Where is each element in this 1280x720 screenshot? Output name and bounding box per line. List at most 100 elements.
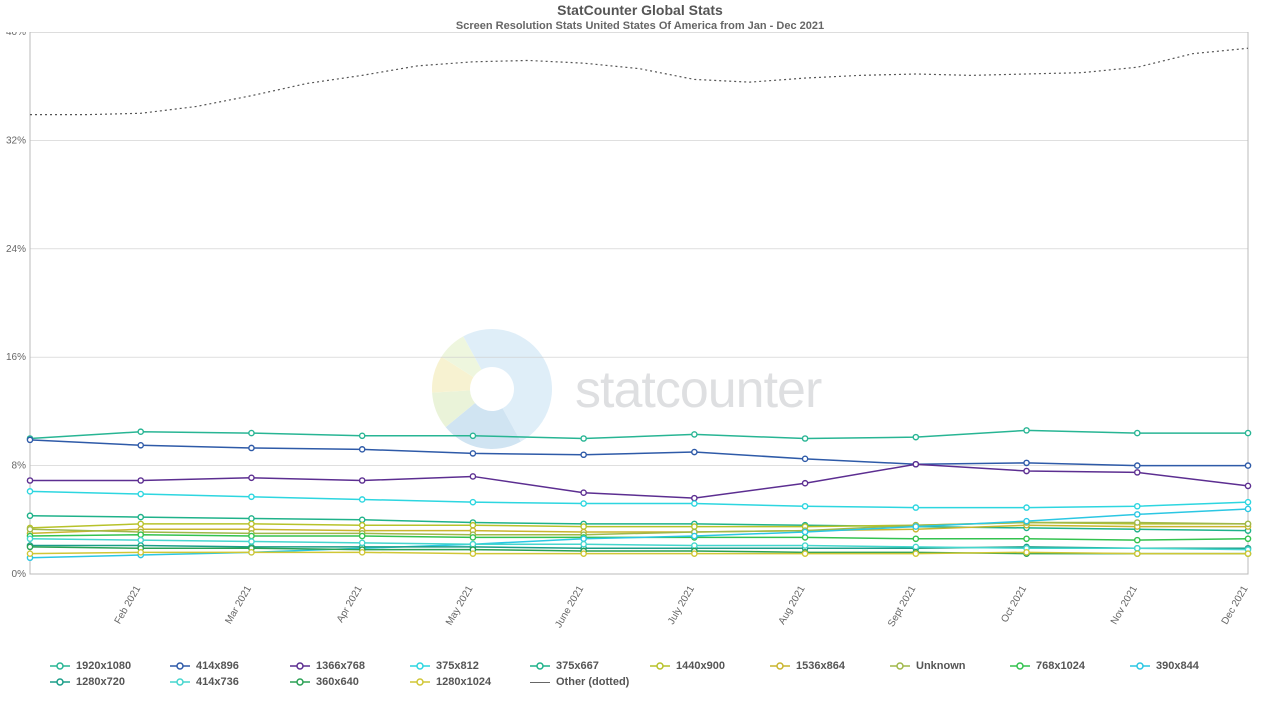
series-marker <box>1024 460 1029 465</box>
series-marker <box>470 523 475 528</box>
series-marker <box>581 452 586 457</box>
chart-subtitle: Screen Resolution Stats United States Of… <box>0 20 1280 32</box>
xtick-label: Feb 2021 <box>113 584 144 626</box>
series-marker <box>249 533 254 538</box>
series-marker <box>581 551 586 556</box>
xtick-label: Aug 2021 <box>777 584 808 627</box>
series-marker <box>249 445 254 450</box>
ytick-label: 8% <box>12 461 27 472</box>
legend-item: 1366x768 <box>290 660 410 672</box>
series-marker <box>1135 538 1140 543</box>
series-marker <box>27 551 32 556</box>
series-marker <box>470 542 475 547</box>
legend: 1920x1080414x8961366x768375x812375x66714… <box>50 660 1250 692</box>
series-marker <box>249 475 254 480</box>
series-marker <box>913 462 918 467</box>
series-marker <box>692 432 697 437</box>
legend-label: 414x896 <box>196 660 239 672</box>
series-marker <box>470 474 475 479</box>
legend-item: 1536x864 <box>770 660 890 672</box>
series-marker <box>1135 551 1140 556</box>
ytick-label: 32% <box>6 135 26 146</box>
series-marker <box>1024 505 1029 510</box>
series-marker <box>138 491 143 496</box>
series-marker <box>913 544 918 549</box>
series-marker <box>1245 536 1250 541</box>
legend-label: 1440x900 <box>676 660 725 672</box>
series-marker <box>802 436 807 441</box>
legend-label: 375x812 <box>436 660 479 672</box>
legend-label: Other (dotted) <box>556 676 629 688</box>
series-marker <box>138 532 143 537</box>
series-marker <box>1135 430 1140 435</box>
series-marker <box>27 437 32 442</box>
series-marker <box>138 443 143 448</box>
series-marker <box>249 430 254 435</box>
series-marker <box>913 551 918 556</box>
series-marker <box>802 481 807 486</box>
series-marker <box>470 500 475 505</box>
series-marker <box>581 536 586 541</box>
series-marker <box>249 550 254 555</box>
series-marker <box>802 529 807 534</box>
legend-item: 414x896 <box>170 660 290 672</box>
series-marker <box>1245 483 1250 488</box>
series-marker <box>360 523 365 528</box>
series-marker <box>692 524 697 529</box>
series-line <box>30 430 1248 438</box>
legend-item: 1440x900 <box>650 660 770 672</box>
series-marker <box>1024 428 1029 433</box>
legend-label: 360x640 <box>316 676 359 688</box>
series-marker <box>1024 550 1029 555</box>
series-marker <box>27 536 32 541</box>
legend-item: 375x812 <box>410 660 530 672</box>
series-marker <box>692 543 697 548</box>
legend-item: 768x1024 <box>1010 660 1130 672</box>
series-marker <box>692 501 697 506</box>
series-marker <box>138 514 143 519</box>
series-marker <box>27 513 32 518</box>
legend-item: 1920x1080 <box>50 660 170 672</box>
series-marker <box>249 521 254 526</box>
series-marker <box>138 538 143 543</box>
series-marker <box>138 478 143 483</box>
series-marker <box>1024 468 1029 473</box>
series-marker <box>1245 463 1250 468</box>
series-other <box>30 48 1248 114</box>
series-marker <box>470 551 475 556</box>
series-marker <box>360 497 365 502</box>
legend-item: 1280x1024 <box>410 676 530 688</box>
series-marker <box>1024 519 1029 524</box>
series-marker <box>1135 546 1140 551</box>
series-line <box>30 491 1248 507</box>
ytick-label: 24% <box>6 244 26 255</box>
series-marker <box>1135 520 1140 525</box>
xtick-label: July 2021 <box>666 584 697 627</box>
series-marker <box>1135 504 1140 509</box>
series-marker <box>360 447 365 452</box>
series-marker <box>27 527 32 532</box>
ytick-label: 40% <box>6 32 26 38</box>
series-marker <box>360 433 365 438</box>
series-marker <box>1135 512 1140 517</box>
series-marker <box>692 496 697 501</box>
series-marker <box>27 478 32 483</box>
series-marker <box>249 516 254 521</box>
series-marker <box>581 490 586 495</box>
series-marker <box>249 494 254 499</box>
series-marker <box>27 489 32 494</box>
series-marker <box>692 533 697 538</box>
series-marker <box>1245 430 1250 435</box>
series-marker <box>360 533 365 538</box>
series-marker <box>581 501 586 506</box>
legend-label: 1366x768 <box>316 660 365 672</box>
series-marker <box>1245 506 1250 511</box>
legend-label: 768x1024 <box>1036 660 1085 672</box>
line-chart-svg: 0%8%16%24%32%40%Feb 2021Mar 2021Apr 2021… <box>0 32 1280 652</box>
series-marker <box>692 551 697 556</box>
series-marker <box>360 478 365 483</box>
xtick-label: June 2021 <box>553 584 586 630</box>
series-marker <box>27 544 32 549</box>
legend-label: 390x844 <box>1156 660 1199 672</box>
series-marker <box>913 524 918 529</box>
